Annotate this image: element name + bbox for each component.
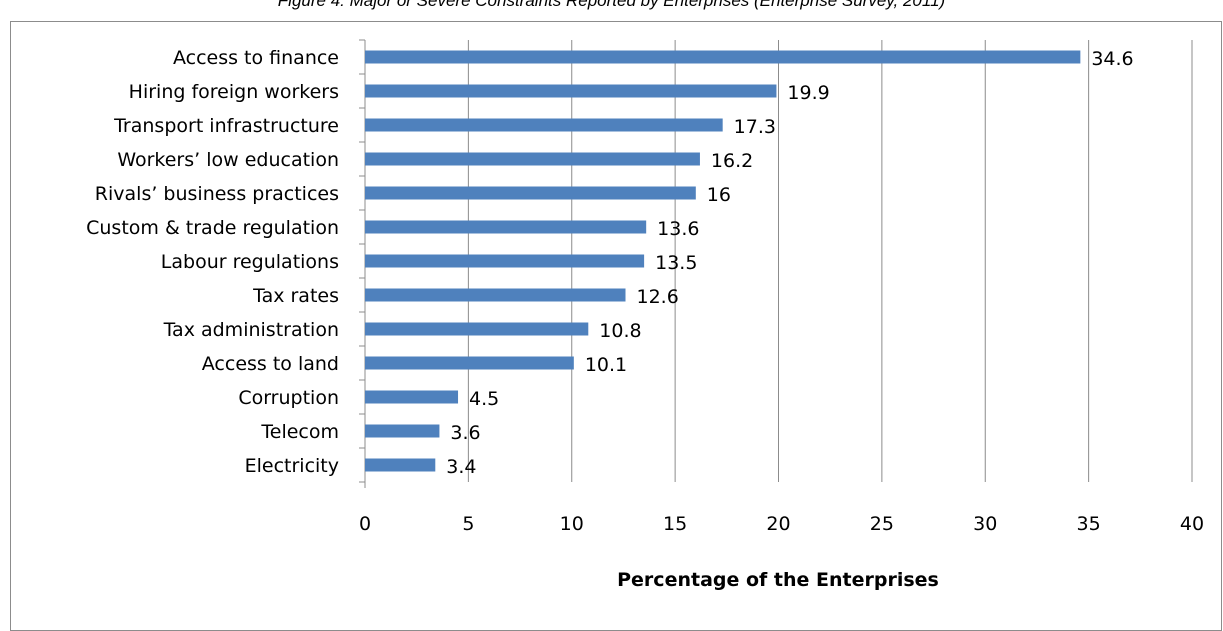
category-label: Electricity [245, 455, 339, 477]
bar [365, 118, 723, 132]
bar [365, 84, 777, 98]
category-label: Rivals’ business practices [95, 183, 339, 205]
bar [365, 424, 440, 438]
category-label: Telecom [260, 421, 339, 443]
x-tick-label: 25 [870, 513, 894, 535]
data-label: 19.9 [787, 82, 829, 104]
x-tick-label: 20 [766, 513, 790, 535]
data-label: 34.6 [1091, 48, 1133, 70]
data-label: 13.5 [655, 252, 697, 274]
x-tick-label: 35 [1077, 513, 1101, 535]
data-label: 10.8 [599, 320, 641, 342]
x-tick-label: 10 [560, 513, 584, 535]
category-label: Labour regulations [161, 251, 339, 273]
bar [365, 288, 626, 302]
category-label: Tax rates [252, 285, 339, 307]
bar [365, 390, 459, 404]
category-label: Access to finance [173, 47, 339, 69]
bar [365, 220, 647, 234]
x-axis-title: Percentage of the Enterprises [617, 569, 939, 591]
category-label: Custom & trade regulation [86, 217, 339, 239]
data-label: 16.2 [711, 150, 753, 172]
data-label: 17.3 [734, 116, 776, 138]
bar [365, 152, 700, 166]
x-tick-label: 0 [359, 513, 371, 535]
category-label: Transport infrastructure [113, 115, 339, 137]
x-tick-label: 5 [462, 513, 474, 535]
data-label: 3.6 [450, 422, 480, 444]
bar [365, 50, 1081, 64]
x-tick-label: 40 [1180, 513, 1204, 535]
bar [365, 356, 574, 370]
data-label: 16 [707, 184, 731, 206]
x-tick-label: 15 [663, 513, 687, 535]
data-label: 4.5 [469, 388, 499, 410]
bar [365, 254, 645, 268]
data-label: 13.6 [657, 218, 699, 240]
bar [365, 458, 436, 472]
category-label: Corruption [238, 387, 339, 409]
bar [365, 322, 589, 336]
data-label: 12.6 [637, 286, 679, 308]
data-label: 10.1 [585, 354, 627, 376]
data-label: 3.4 [446, 456, 476, 478]
category-label: Hiring foreign workers [129, 81, 339, 103]
category-label: Workers’ low education [117, 149, 339, 171]
x-tick-label: 30 [973, 513, 997, 535]
category-label: Access to land [202, 353, 339, 375]
category-label: Tax administration [163, 319, 339, 341]
figure-caption: Figure 4: Major or Severe Constraints Re… [277, 0, 946, 10]
bar [365, 186, 696, 200]
